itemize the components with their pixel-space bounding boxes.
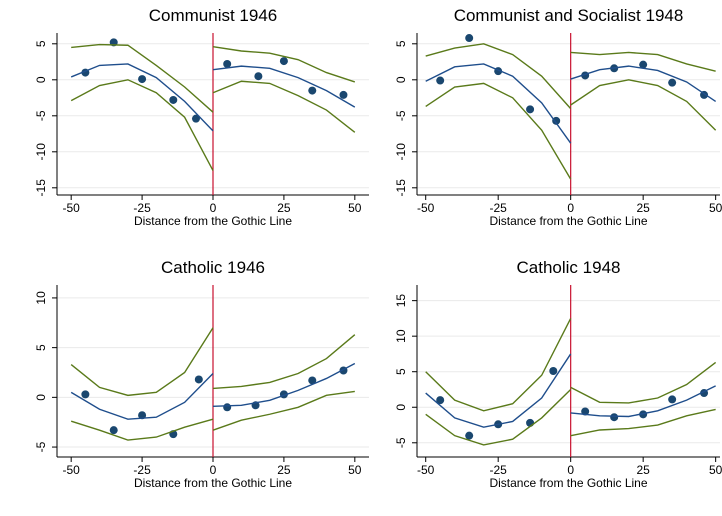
fit-line bbox=[570, 361, 717, 404]
point bbox=[668, 395, 677, 404]
fit-line bbox=[425, 43, 572, 110]
fit-line bbox=[71, 43, 214, 113]
fit-line bbox=[212, 362, 356, 407]
x-axis-label: Distance from the Gothic Line bbox=[489, 476, 647, 490]
fit-line bbox=[425, 63, 572, 144]
y-tick-label: -10 bbox=[34, 143, 48, 161]
y-tick-label: 5 bbox=[34, 40, 48, 47]
point bbox=[436, 396, 445, 405]
y-tick-label: -5 bbox=[394, 437, 408, 448]
fit-line bbox=[212, 65, 356, 108]
x-tick-label: -50 bbox=[63, 463, 81, 477]
fit-line bbox=[570, 51, 716, 72]
fit-line bbox=[70, 418, 214, 441]
x-tick-label: 25 bbox=[636, 201, 650, 215]
point bbox=[308, 376, 317, 385]
y-tick-label: 5 bbox=[34, 344, 48, 351]
fit-line bbox=[570, 408, 716, 437]
x-tick-label: 25 bbox=[277, 463, 291, 477]
x-tick-label: 0 bbox=[567, 201, 574, 215]
x-axis-label: Distance from the Gothic Line bbox=[134, 214, 292, 228]
x-tick-label: 0 bbox=[210, 201, 217, 215]
x-tick-label: -25 bbox=[133, 463, 151, 477]
x-axis-label: Distance from the Gothic Line bbox=[489, 214, 647, 228]
fit-line bbox=[425, 388, 572, 446]
point bbox=[109, 426, 118, 435]
fit-line bbox=[70, 372, 214, 420]
point bbox=[526, 105, 535, 114]
point bbox=[169, 95, 178, 104]
fit-line bbox=[212, 390, 355, 431]
point bbox=[191, 114, 200, 123]
point bbox=[81, 390, 90, 399]
y-tick-label: -15 bbox=[394, 179, 408, 197]
panel-title: Catholic 1946 bbox=[161, 258, 265, 277]
fit-line bbox=[70, 327, 214, 397]
point bbox=[436, 76, 445, 85]
y-tick-label: -5 bbox=[34, 110, 48, 121]
fit-line bbox=[570, 65, 717, 102]
point bbox=[465, 431, 474, 440]
fit-line bbox=[70, 63, 214, 132]
y-tick-label: -15 bbox=[34, 179, 48, 197]
point bbox=[339, 90, 348, 99]
y-tick-label: 0 bbox=[394, 76, 408, 83]
fit-line bbox=[212, 334, 356, 390]
point bbox=[223, 403, 232, 412]
fit-line bbox=[425, 82, 572, 180]
x-tick-label: 0 bbox=[210, 463, 217, 477]
y-tick-label: -5 bbox=[34, 441, 48, 452]
y-tick-label: 10 bbox=[34, 291, 48, 305]
fit-line bbox=[425, 353, 572, 428]
point bbox=[549, 367, 558, 375]
x-tick-label: -50 bbox=[417, 463, 435, 477]
point bbox=[138, 75, 147, 84]
x-tick-label: 25 bbox=[636, 463, 650, 477]
point bbox=[668, 78, 677, 87]
x-tick-label: -50 bbox=[63, 201, 81, 215]
panel-title: Catholic 1948 bbox=[517, 258, 621, 277]
y-tick-label: 0 bbox=[34, 76, 48, 83]
x-tick-label: 50 bbox=[709, 201, 722, 215]
y-tick-label: 10 bbox=[394, 329, 408, 343]
point bbox=[639, 60, 648, 69]
x-tick-label: 50 bbox=[709, 463, 722, 477]
y-tick-label: 15 bbox=[394, 294, 408, 308]
x-tick-label: -25 bbox=[133, 201, 151, 215]
point bbox=[194, 375, 203, 384]
fit-line bbox=[212, 80, 356, 133]
fit-line bbox=[425, 318, 572, 412]
point bbox=[138, 411, 147, 420]
y-tick-label: -10 bbox=[394, 143, 408, 161]
y-tick-label: 0 bbox=[394, 404, 408, 411]
point bbox=[254, 72, 263, 81]
panel-title: Communist and Socialist 1948 bbox=[454, 6, 684, 25]
fit-line bbox=[212, 45, 356, 83]
y-tick-label: 5 bbox=[394, 368, 408, 375]
panel-title: Communist 1946 bbox=[149, 6, 278, 25]
x-tick-label: 50 bbox=[348, 463, 362, 477]
y-tick-label: 0 bbox=[34, 394, 48, 401]
fit-line bbox=[570, 79, 717, 131]
x-tick-label: -25 bbox=[490, 201, 508, 215]
x-tick-label: 0 bbox=[567, 463, 574, 477]
x-axis-label: Distance from the Gothic Line bbox=[134, 476, 292, 490]
y-tick-label: -5 bbox=[394, 110, 408, 121]
point bbox=[552, 116, 561, 125]
x-tick-label: 25 bbox=[277, 201, 291, 215]
x-tick-label: 50 bbox=[348, 201, 362, 215]
point bbox=[279, 57, 288, 66]
x-tick-label: -25 bbox=[490, 463, 508, 477]
x-tick-label: -50 bbox=[417, 201, 435, 215]
y-tick-label: 5 bbox=[394, 40, 408, 47]
fit-line bbox=[570, 385, 716, 418]
point bbox=[465, 34, 474, 43]
point bbox=[308, 86, 317, 95]
point bbox=[610, 413, 619, 422]
fit-line bbox=[70, 79, 214, 171]
point bbox=[223, 59, 232, 68]
